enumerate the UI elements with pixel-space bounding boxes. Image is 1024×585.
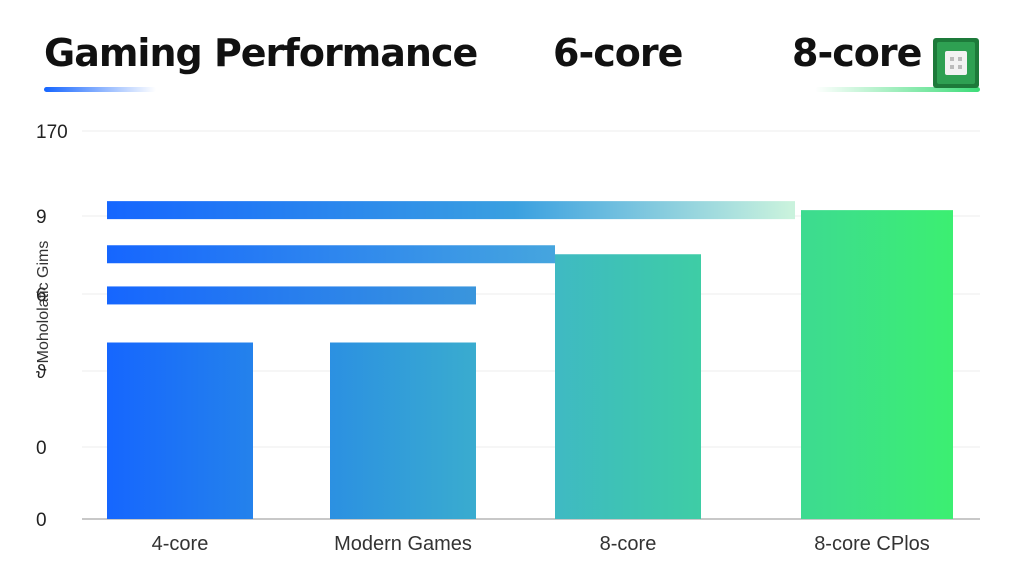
- x-category-label: 8-core CPlos: [814, 533, 930, 555]
- y-tick-label: 9: [36, 207, 47, 228]
- y-axis-label: Mohololatic Gims: [35, 241, 52, 364]
- chart-title: Gaming Performance: [44, 31, 478, 75]
- series-underline-accent: [815, 87, 980, 92]
- x-category-label: Modern Games: [334, 533, 472, 555]
- series-label-6-core: 6-core: [553, 31, 683, 75]
- horizontal-bar: [107, 201, 795, 220]
- y-tick-label: 0: [36, 438, 47, 459]
- y-tick-label: 0: [36, 510, 47, 531]
- horizontal-bar: [107, 245, 555, 264]
- y-tick-label: ϑ: [36, 362, 47, 383]
- x-category-label: 4-core: [152, 533, 209, 555]
- x-category-label: 8-core: [600, 533, 657, 555]
- bar: [555, 254, 701, 519]
- bar: [801, 210, 953, 519]
- title-underline-accent: [44, 87, 156, 92]
- bar: [107, 342, 253, 519]
- y-tick-label: 6: [36, 285, 47, 306]
- bar: [330, 342, 476, 519]
- series-label-8-core: 8-core: [792, 31, 922, 75]
- cpu-chip-icon: [933, 38, 979, 88]
- y-tick-label: 170: [36, 122, 68, 143]
- horizontal-bar: [107, 286, 476, 305]
